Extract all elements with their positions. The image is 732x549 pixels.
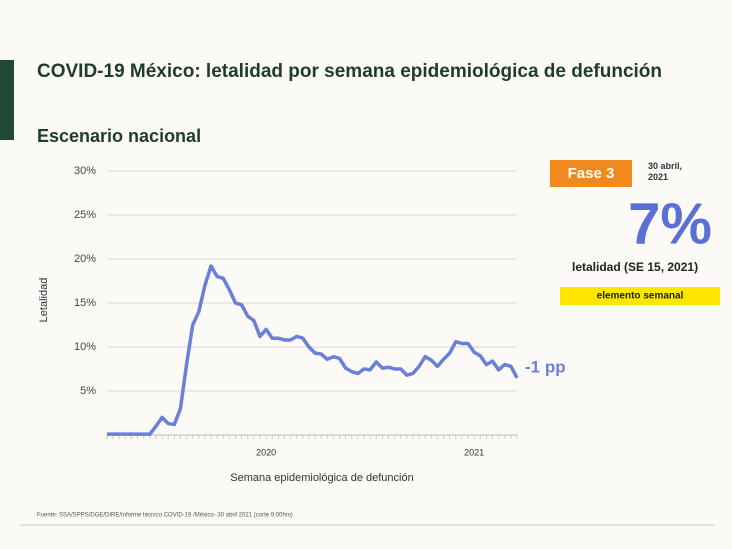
y-tick-label: 15% bbox=[74, 297, 96, 309]
y-tick-label: 10% bbox=[74, 341, 96, 353]
y-axis-label: Letalidad bbox=[38, 278, 50, 323]
y-tick-label: 25% bbox=[74, 209, 96, 221]
badge-box bbox=[560, 287, 720, 305]
date: 30 abril, 2021 bbox=[648, 161, 683, 182]
phase-box bbox=[550, 160, 632, 187]
source: Fuente: SSA/SPPS/DGE/DIRE/Informe técnic… bbox=[37, 513, 293, 519]
x-axis-label: Semana epidemiológica de defunción bbox=[230, 472, 413, 484]
annotation: -1 pp bbox=[525, 357, 566, 376]
phase: Fase 3 bbox=[568, 165, 615, 182]
subtitle: Escenario nacional bbox=[37, 126, 201, 146]
y-tick-label: 5% bbox=[80, 385, 96, 397]
accent-bar bbox=[0, 60, 14, 140]
chart-title: COVID-19 México: letalidad por semana ep… bbox=[37, 61, 663, 82]
y-tick-label: 20% bbox=[74, 253, 96, 265]
caption: letalidad (SE 15, 2021) bbox=[572, 260, 698, 274]
big-value: 7% bbox=[628, 191, 712, 256]
year-label: 2020 bbox=[256, 447, 276, 457]
badge: elemento semanal bbox=[597, 291, 684, 302]
year-label: 2021 bbox=[464, 447, 484, 457]
line bbox=[107, 264, 519, 436]
y-tick-label: 30% bbox=[74, 165, 96, 177]
